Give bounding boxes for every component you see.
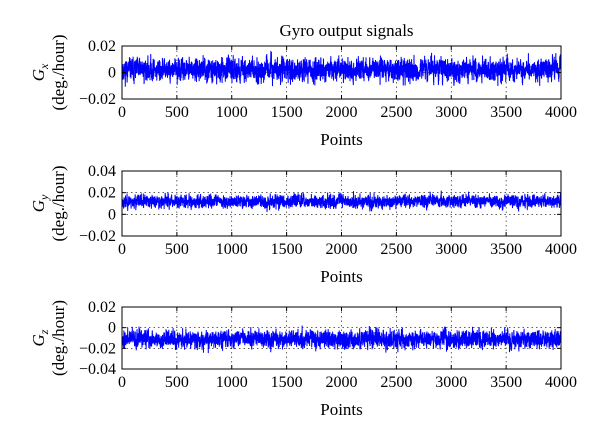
y-tick-label: 0 xyxy=(108,206,116,223)
x-tick-label: 1500 xyxy=(271,374,303,391)
x-tick-label: 1000 xyxy=(216,241,248,258)
x-tick-label: 0 xyxy=(118,374,126,391)
x-tick-label: 500 xyxy=(165,104,189,121)
y-axis-unit: (deg./hour) xyxy=(49,34,68,110)
x-axis-title: Points xyxy=(320,400,363,419)
x-tick-label: 4000 xyxy=(545,241,577,258)
x-tick-label: 3000 xyxy=(435,241,467,258)
y-axis-subscript: x xyxy=(37,63,51,70)
series-line-2 xyxy=(121,190,562,213)
y-tick-label: 0.02 xyxy=(88,38,116,55)
x-tick-label: 3000 xyxy=(435,374,467,391)
y-tick-label: 0.04 xyxy=(88,163,116,180)
x-tick-label: 1000 xyxy=(216,104,248,121)
x-tick-label: 1000 xyxy=(216,374,248,391)
x-tick-label: 2500 xyxy=(380,374,412,391)
y-axis-subscript: z xyxy=(37,329,51,335)
x-tick-label: 2000 xyxy=(326,241,358,258)
y-axis-subscript: y xyxy=(37,194,51,201)
y-tick-label: 0 xyxy=(108,65,116,82)
x-axis-title: Points xyxy=(320,130,363,149)
x-tick-label: 3500 xyxy=(490,241,522,258)
x-tick-label: 3500 xyxy=(490,374,522,391)
x-tick-label: 0 xyxy=(118,104,126,121)
x-tick-label: 500 xyxy=(165,241,189,258)
x-tick-label: 0 xyxy=(118,241,126,258)
y-axis-symbol-letter: G xyxy=(29,200,48,212)
series-line-3 xyxy=(121,325,562,354)
x-tick-label: 2000 xyxy=(326,374,358,391)
x-tick-label: 2000 xyxy=(326,104,358,121)
y-axis-symbol-letter: G xyxy=(29,334,48,346)
x-tick-label: 2500 xyxy=(380,104,412,121)
y-axis-symbol: Gz xyxy=(29,329,51,346)
chart-title: Gyro output signals xyxy=(279,21,413,40)
x-tick-label: 2500 xyxy=(380,241,412,258)
y-tick-label: −0.02 xyxy=(79,340,116,357)
x-tick-label: 3000 xyxy=(435,104,467,121)
x-tick-label: 4000 xyxy=(545,374,577,391)
y-tick-label: −0.02 xyxy=(79,228,116,245)
y-tick-label: 0.02 xyxy=(88,299,116,316)
y-tick-label: −0.02 xyxy=(79,91,116,108)
y-tick-label: 0 xyxy=(108,320,116,337)
y-tick-label: 0.02 xyxy=(88,185,116,202)
subplot-2: 0 500 1000 1500 2000 2500 3000 3500 4000−0.0200.… xyxy=(29,163,577,286)
y-axis-symbol: Gy xyxy=(29,194,51,212)
x-tick-label: 3500 xyxy=(490,104,522,121)
y-axis-unit: (deg./hour) xyxy=(49,300,68,376)
x-tick-label: 1500 xyxy=(271,104,303,121)
x-tick-label: 1500 xyxy=(271,241,303,258)
y-axis-symbol: Gx xyxy=(29,63,51,81)
x-axis-title: Points xyxy=(320,267,363,286)
y-axis-unit: (deg./hour) xyxy=(49,165,68,241)
x-tick-label: 500 xyxy=(165,374,189,391)
subplot-3: 0 500 1000 1500 2000 2500 3000 3500 4000 −0.04 −0.… xyxy=(29,299,577,419)
y-tick-label: −0.04 xyxy=(79,361,116,378)
series-line-1 xyxy=(121,50,562,87)
subplot-1: 0 500 1000 1500 2000 2500 3000 3500 4000−0.0200.… xyxy=(29,21,577,149)
x-tick-label: 4000 xyxy=(545,104,577,121)
y-axis-symbol-letter: G xyxy=(29,69,48,81)
